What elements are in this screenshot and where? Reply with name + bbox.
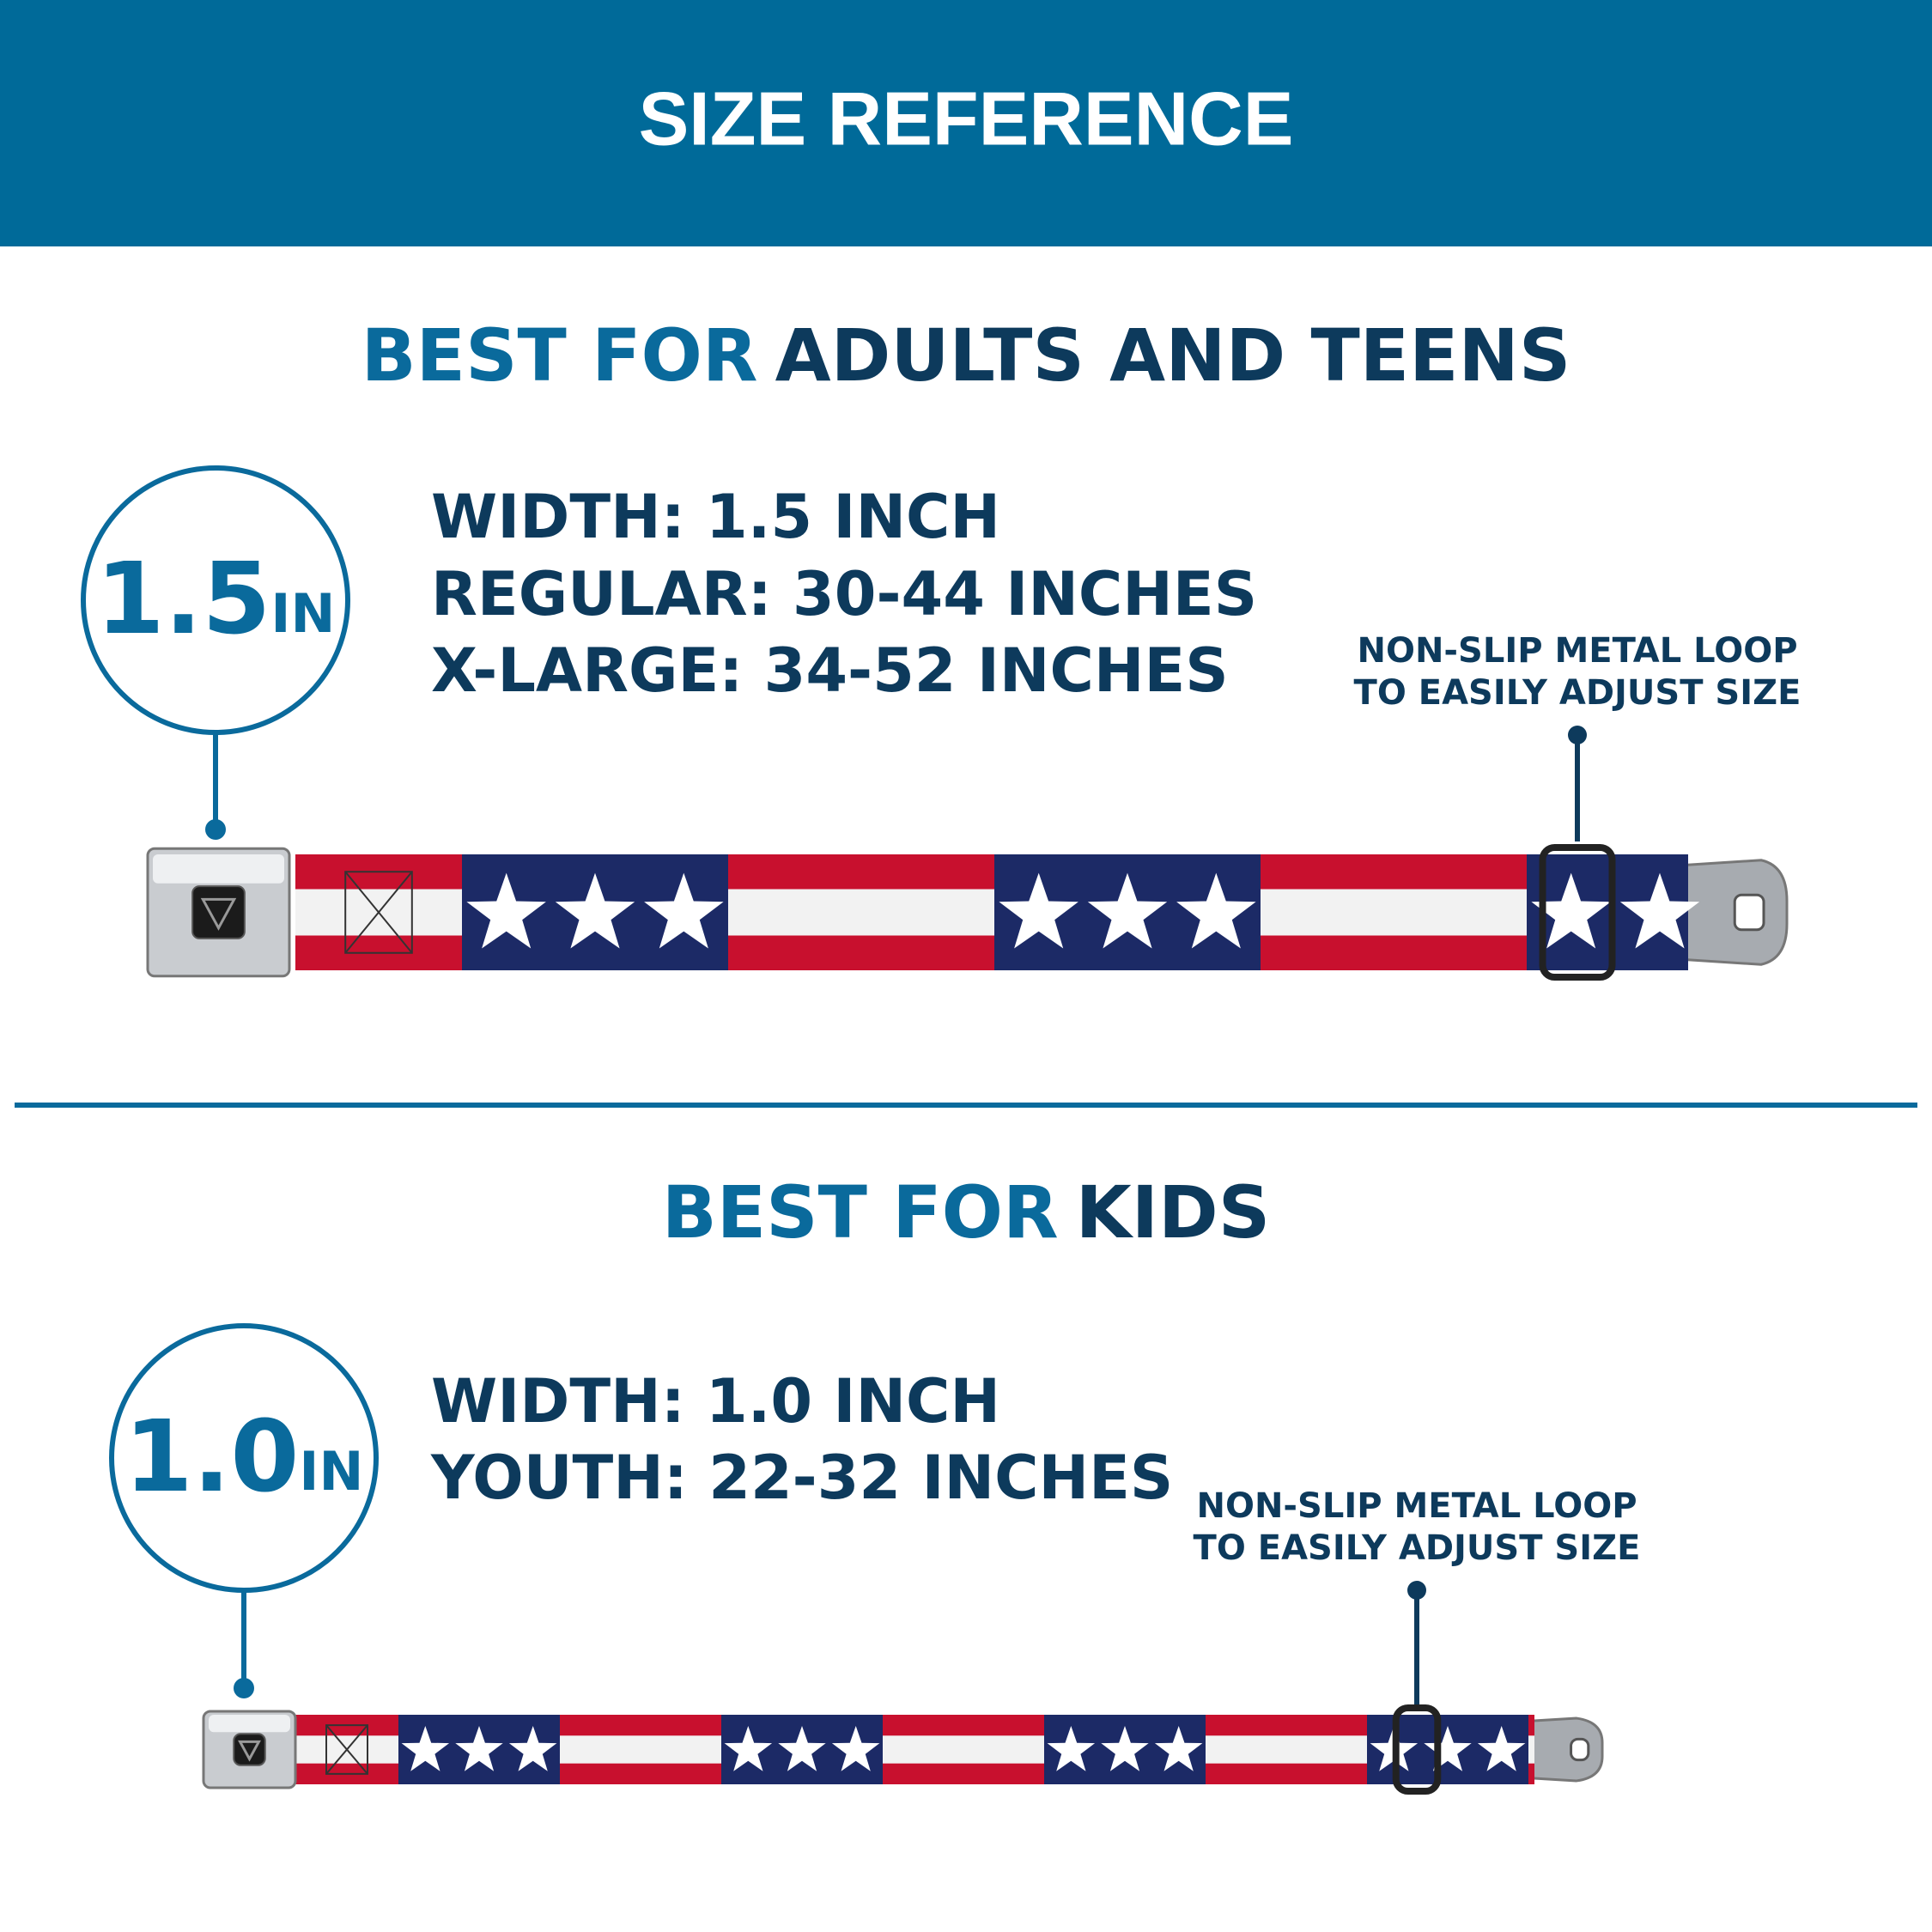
star: [1531, 872, 1611, 949]
buckle-logo-mark: [200, 897, 237, 931]
belt: [146, 844, 1789, 981]
star: [1087, 872, 1168, 949]
star: [555, 872, 635, 949]
metal-tip: [1669, 859, 1789, 966]
star: [644, 872, 724, 949]
stripe-white: [883, 1735, 1044, 1764]
stitching: [325, 1724, 368, 1775]
stitching: [344, 871, 413, 954]
buckle-sheen: [209, 1715, 290, 1733]
badge-text: 1.5IN: [96, 542, 336, 657]
spec: X-LARGE: 34-52 INCHES: [431, 635, 1229, 706]
stripe-white: [1206, 1735, 1367, 1764]
stripe-white: [1261, 889, 1527, 936]
stripe-white: [728, 889, 994, 936]
buckle-sheen: [153, 854, 284, 884]
badge-value: 1.5: [96, 542, 271, 657]
spec: REGULAR: 30-44 INCHES: [431, 559, 1257, 629]
badge-value: 1.0: [125, 1400, 300, 1515]
heading-accent: BEST FOR: [662, 1170, 1059, 1255]
star: [466, 872, 546, 949]
star: [401, 1726, 450, 1771]
connector-dot: [234, 1678, 254, 1698]
belt: [202, 1704, 1604, 1795]
callout-text: TO EASILY ADJUST SIZE: [1354, 673, 1801, 713]
star: [1619, 872, 1700, 949]
star: [778, 1726, 826, 1771]
heading-main: KIDS: [1076, 1170, 1271, 1255]
badge-text: 1.0IN: [125, 1400, 364, 1515]
star: [999, 872, 1078, 949]
spec: WIDTH: 1.0 INCH: [431, 1366, 1000, 1437]
callout-text: NON-SLIP METAL LOOP: [1357, 631, 1797, 671]
loop: [1539, 844, 1616, 981]
spec: YOUTH: 22-32 INCHES: [430, 1443, 1173, 1513]
badge-unit: IN: [270, 582, 335, 645]
tip-hole: [1733, 893, 1765, 932]
star: [1477, 1726, 1526, 1771]
star: [1154, 1726, 1203, 1771]
star: [831, 1726, 880, 1771]
loop: [1392, 1704, 1442, 1795]
stripe-white: [1528, 1735, 1534, 1764]
buckle-logo-mark: [238, 1740, 261, 1762]
callout-text: NON-SLIP METAL LOOP: [1196, 1486, 1637, 1526]
header-title: SIZE REFERENCE: [639, 76, 1294, 161]
heading-main: ADULTS AND TEENS: [775, 313, 1571, 398]
star: [1176, 872, 1256, 949]
metal-tip: [1516, 1716, 1604, 1783]
star: [455, 1726, 503, 1771]
header-band: [0, 0, 1932, 246]
star: [1101, 1726, 1149, 1771]
stitching: [325, 1724, 368, 1775]
star: [724, 1726, 773, 1771]
section-heading: BEST FOR KIDS: [662, 1170, 1271, 1255]
callout-text: TO EASILY ADJUST SIZE: [1194, 1528, 1641, 1568]
heading-accent: BEST FOR: [361, 313, 758, 398]
stripe-white: [560, 1735, 721, 1764]
stitching: [344, 871, 413, 954]
badge-unit: IN: [299, 1440, 363, 1503]
star: [1424, 1726, 1472, 1771]
star: [1047, 1726, 1096, 1771]
spec: WIDTH: 1.5 INCH: [431, 482, 1000, 552]
section-heading: BEST FOR ADULTS AND TEENS: [361, 313, 1571, 398]
tip-hole: [1570, 1737, 1590, 1762]
connector-dot: [205, 819, 226, 840]
star: [508, 1726, 557, 1771]
